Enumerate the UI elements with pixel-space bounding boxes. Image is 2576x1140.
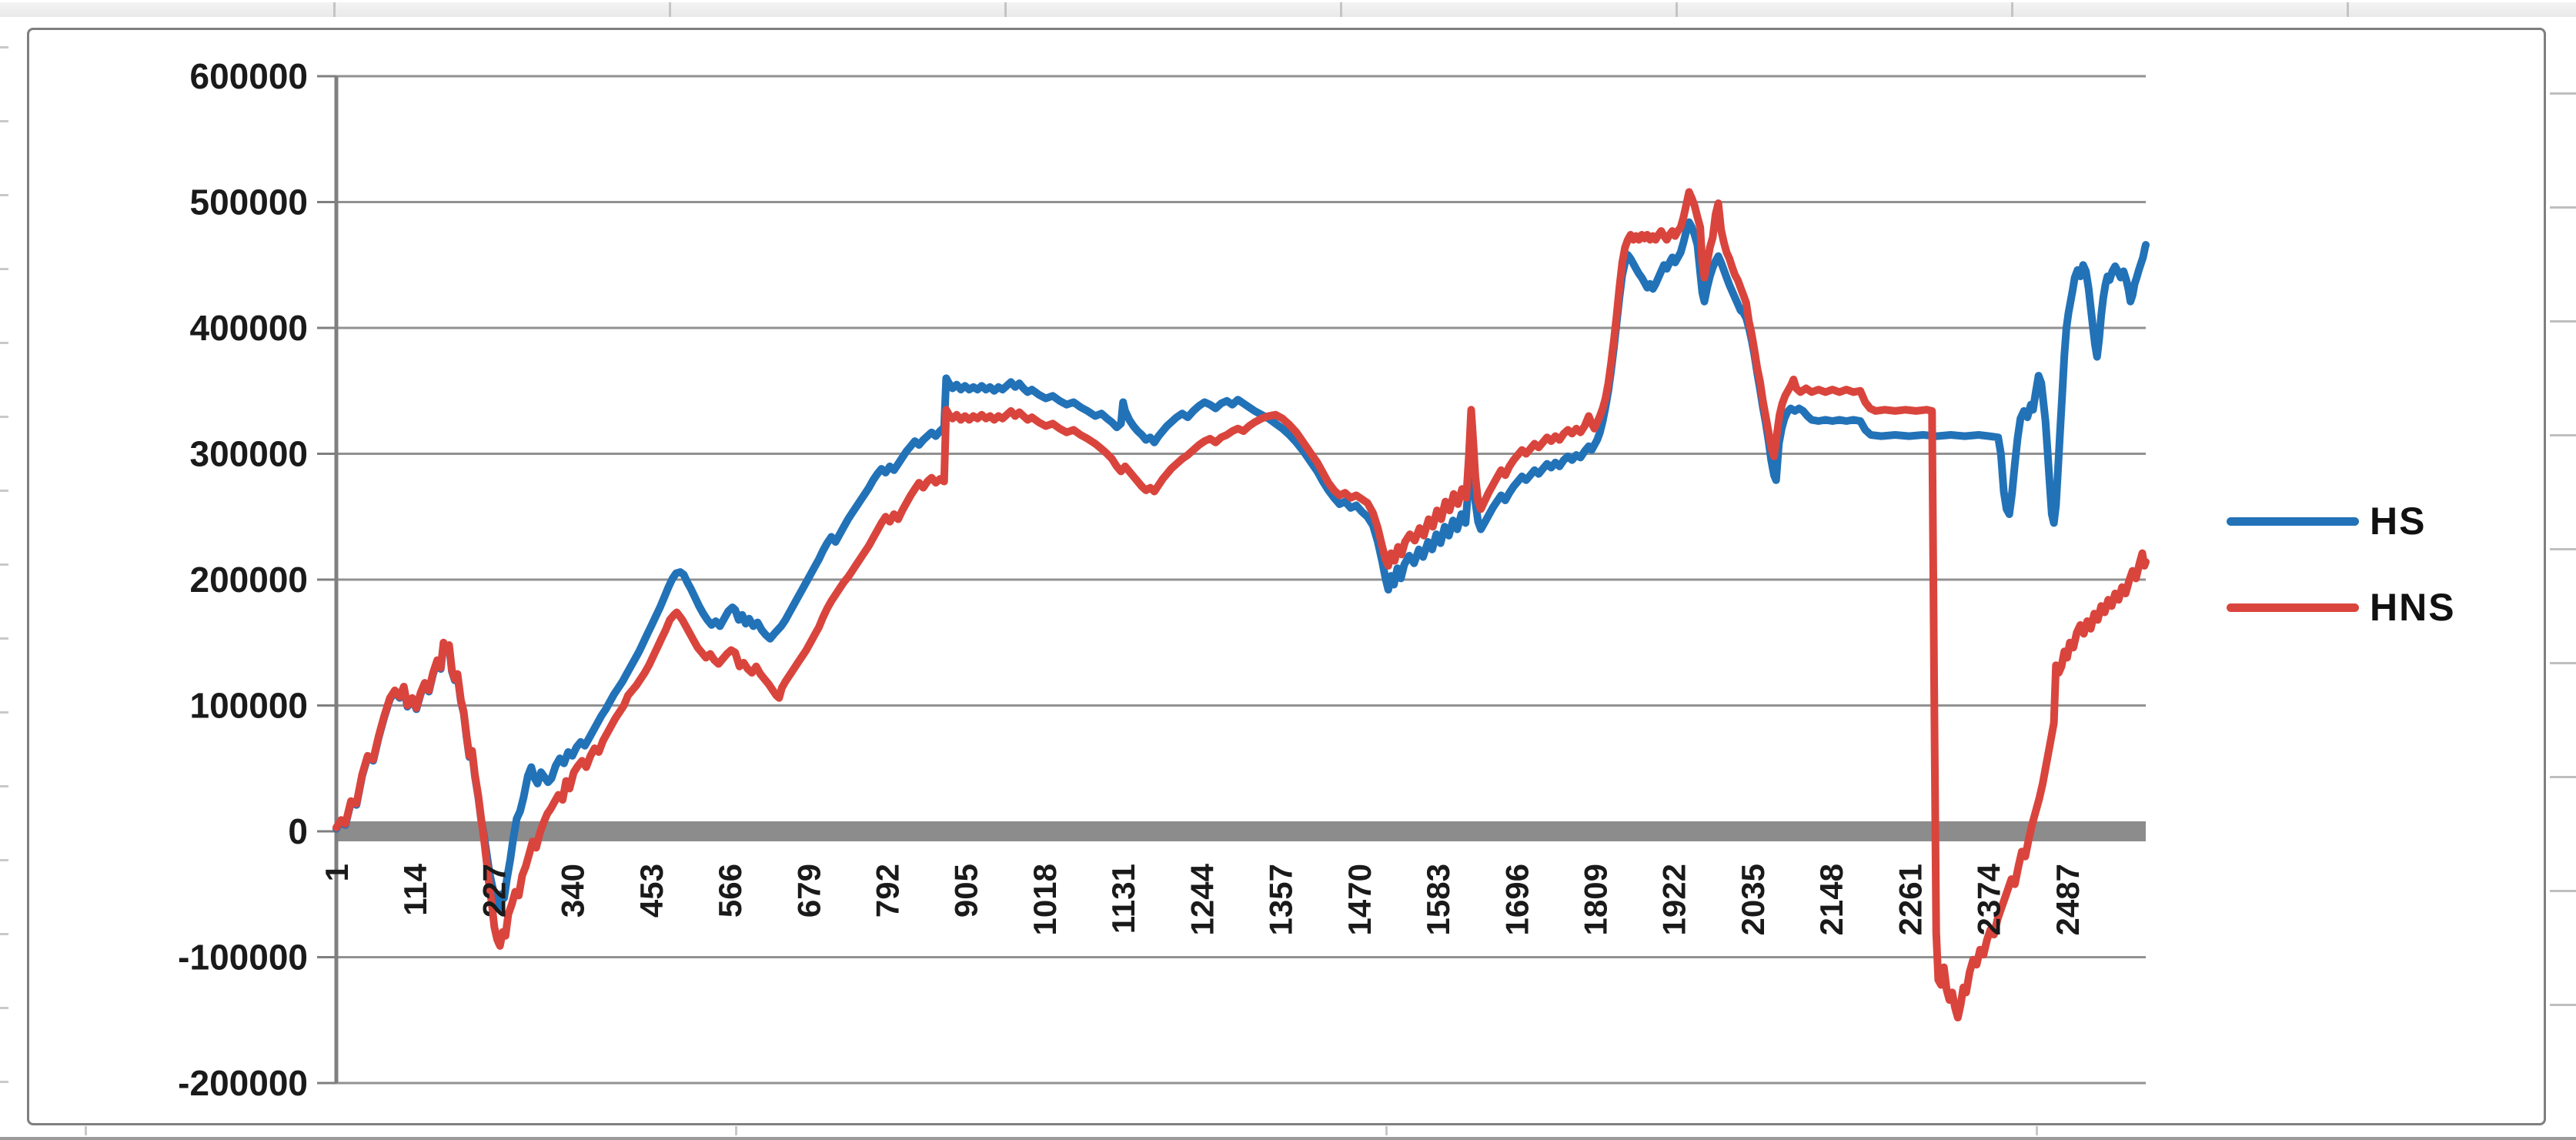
- sheet-column-edges: [0, 2, 2576, 17]
- series-line-hs[interactable]: [332, 218, 2150, 912]
- zero-axis-bar: [336, 821, 2146, 841]
- category-axis-labels: 1 114 227 340 453 566 679 792 905 1018 1131 1244 135…: [319, 863, 2086, 935]
- legend-label-hs: HS: [2370, 500, 2427, 543]
- x-axis-tick-label: 2148: [1813, 864, 1849, 935]
- x-axis-tick-label: 1018: [1027, 864, 1063, 935]
- x-axis-tick-label: 340: [555, 864, 591, 918]
- y-axis-tick-label: 300000: [190, 434, 309, 474]
- sheet-bottom-edge: [0, 1137, 2576, 1140]
- legend[interactable]: HS HNS: [2227, 499, 2456, 630]
- x-axis-tick-label: 566: [712, 864, 748, 918]
- sheet-column-ticks-bottom: [85, 1126, 2576, 1135]
- series-lines: [332, 188, 2150, 1021]
- y-axis-tick-label: 400000: [190, 308, 309, 348]
- value-axis: [317, 75, 339, 1085]
- x-axis-tick-label: 1922: [1656, 864, 1692, 935]
- x-axis-tick-label: 905: [948, 864, 984, 918]
- category-axis-zero-bar: [336, 821, 2146, 841]
- x-axis-tick-label: 2261: [1892, 864, 1928, 935]
- y-axis-tick-label: 600000: [190, 56, 309, 96]
- chart-object-frame[interactable]: [27, 28, 2546, 1125]
- legend-label-hns: HNS: [2370, 586, 2456, 629]
- x-axis-tick-label: 1: [319, 864, 355, 881]
- legend-item-hns[interactable]: HNS: [2227, 585, 2456, 630]
- x-axis-tick-label: 2035: [1735, 864, 1771, 935]
- sheet-row-ticks-right: [2550, 92, 2576, 1109]
- value-axis-labels: 600000 500000 400000 300000 200000 100000 0 -10…: [178, 56, 308, 1103]
- series-line-hns[interactable]: [332, 188, 2150, 1021]
- x-axis-tick-label: 1583: [1420, 864, 1456, 935]
- x-axis-tick-label: 679: [790, 864, 827, 918]
- x-axis-tick-label: 792: [870, 864, 906, 918]
- y-axis-tick-label: 200000: [190, 560, 309, 600]
- y-axis-tick-label: 100000: [190, 686, 309, 726]
- x-axis-tick-label: 1809: [1577, 864, 1613, 935]
- hns-line-sample: [2227, 603, 2359, 612]
- x-axis-tick-label: 1131: [1105, 864, 1141, 934]
- x-axis-tick-label: 114: [397, 863, 433, 915]
- hs-line-sample: [2227, 517, 2359, 526]
- legend-item-hs[interactable]: HS: [2227, 499, 2456, 543]
- x-axis-tick-label: 1357: [1263, 864, 1299, 935]
- x-axis-tick-label: 1470: [1341, 864, 1378, 935]
- y-axis-tick-label: 500000: [190, 182, 309, 222]
- x-axis-tick-label: 1696: [1498, 864, 1535, 935]
- x-axis-tick-label: 453: [633, 864, 670, 918]
- x-axis-tick-label: 2374: [1971, 863, 2007, 935]
- x-axis-tick-label: 2487: [2050, 864, 2086, 935]
- x-axis-tick-label: 1244: [1184, 863, 1220, 935]
- y-axis-tick-label: -200000: [178, 1063, 308, 1103]
- sheet-row-ticks-left: [0, 46, 8, 1109]
- gridlines: [336, 75, 2146, 1085]
- x-axis-tick-label: 227: [476, 864, 512, 918]
- y-axis-tick-label: 0: [288, 811, 308, 851]
- y-axis-tick-label: -100000: [178, 938, 308, 978]
